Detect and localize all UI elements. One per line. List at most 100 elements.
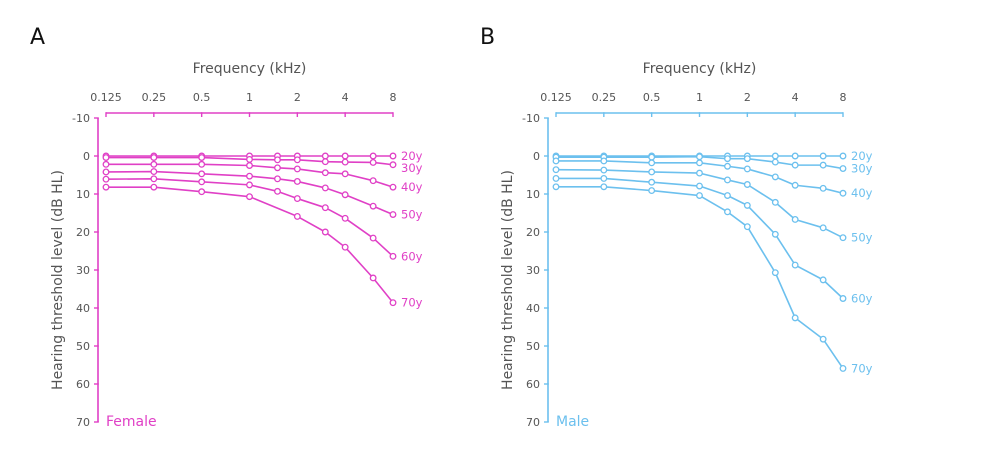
data-point [102, 168, 110, 176]
data-point [743, 165, 751, 173]
data-point [246, 162, 253, 169]
data-point [369, 159, 377, 166]
x-tick-label: 0.5 [193, 91, 211, 104]
data-point [771, 198, 779, 206]
data-point [150, 160, 158, 168]
data-point [389, 183, 397, 191]
data-point [150, 154, 158, 161]
data-point [600, 157, 608, 165]
data-point [341, 243, 349, 251]
data-point [389, 252, 397, 260]
data-point [552, 183, 560, 191]
data-point [198, 170, 206, 178]
data-point [341, 214, 349, 222]
data-point [552, 166, 560, 174]
data-point [771, 269, 779, 277]
data-point [743, 223, 751, 231]
data-point [102, 175, 110, 183]
x-tick-label: 1 [696, 91, 703, 104]
data-point [819, 276, 827, 284]
y-tick-label: 60 [526, 378, 540, 391]
data-point [819, 184, 827, 192]
x-tick-label: 8 [390, 91, 397, 104]
data-point [771, 173, 779, 181]
data-point [696, 169, 703, 177]
series-line [106, 156, 394, 166]
data-point [552, 174, 560, 182]
data-point [246, 172, 253, 180]
series-label: 20y [851, 149, 873, 163]
series-label: 30y [401, 161, 423, 175]
data-point [839, 189, 847, 197]
data-point [198, 178, 206, 186]
data-point [743, 201, 751, 209]
y-tick-label: 40 [526, 302, 540, 315]
panel-letter: B [480, 25, 495, 50]
data-point [771, 152, 779, 160]
series-label: 40y [401, 180, 423, 194]
series-label: 20y [401, 149, 423, 163]
series-label: 70y [851, 361, 873, 375]
series-40y: 40y [552, 157, 873, 200]
panel-a: A Frequency (kHz) Hearing threshold level … [30, 25, 423, 430]
data-point [293, 165, 301, 173]
series-label: 60y [851, 292, 873, 306]
data-point [341, 152, 349, 160]
data-point [839, 152, 847, 160]
data-point [369, 274, 377, 282]
data-point [389, 299, 397, 307]
series-40y: 40y [102, 160, 423, 194]
series-60y: 60y [552, 174, 873, 306]
data-point [246, 181, 253, 189]
data-point [321, 169, 329, 177]
y-tick-label: 70 [526, 416, 540, 429]
data-point [102, 160, 110, 168]
x-tick-label: 0.25 [142, 91, 167, 104]
data-point [369, 234, 377, 242]
data-point [102, 154, 110, 161]
data-point [743, 181, 751, 188]
x-tick-label: 4 [792, 91, 799, 104]
y-axis-title: Hearing threshold level (dB HL) [50, 170, 66, 390]
data-point [724, 162, 731, 170]
data-point [150, 175, 158, 183]
data-point [791, 314, 799, 322]
series-label: 50y [851, 231, 873, 245]
data-point [819, 224, 827, 232]
series-line [106, 186, 394, 304]
y-tick-label: 70 [76, 416, 90, 429]
data-point [198, 154, 206, 161]
data-point [696, 192, 703, 199]
series-label: 60y [401, 249, 423, 263]
data-point [369, 177, 377, 185]
data-point [246, 155, 253, 163]
data-point [791, 152, 799, 160]
x-tick-label: 4 [342, 91, 349, 104]
data-point [150, 168, 158, 176]
y-tick-label: 20 [76, 226, 90, 239]
series-50y: 50y [552, 166, 873, 245]
data-point [819, 152, 827, 160]
data-point [839, 295, 847, 302]
data-point [696, 159, 703, 167]
data-point [791, 161, 799, 169]
y-tick-label: -10 [522, 112, 540, 125]
data-point [791, 216, 799, 223]
series-line [556, 155, 844, 170]
x-tick-label: 0.125 [540, 91, 572, 104]
data-point [293, 156, 301, 164]
data-point [791, 261, 799, 269]
x-tick-label: 0.5 [643, 91, 661, 104]
data-point [321, 152, 329, 160]
data-point [648, 159, 656, 167]
data-point [839, 234, 847, 242]
x-axis-title: Frequency (kHz) [643, 61, 757, 77]
x-tick-label: 8 [840, 91, 847, 104]
data-point [600, 174, 608, 182]
series-70y: 70y [102, 183, 423, 310]
data-point [274, 187, 281, 195]
data-point [600, 166, 608, 174]
data-point [724, 176, 731, 184]
y-tick-label: 0 [83, 150, 90, 163]
series-line [105, 170, 394, 216]
